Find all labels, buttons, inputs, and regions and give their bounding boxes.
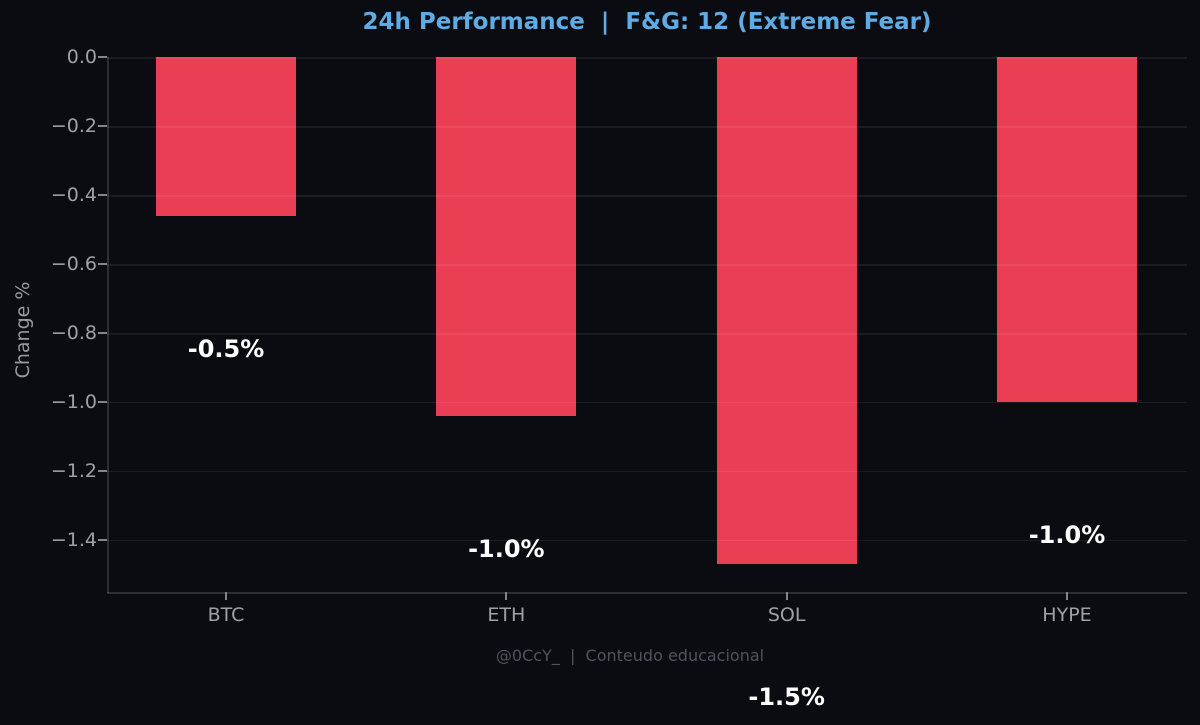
x-tick-mark <box>1065 592 1068 600</box>
gridline <box>107 333 1187 335</box>
x-tick-label-btc: BTC <box>207 604 245 626</box>
x-tick-mark <box>505 592 508 600</box>
bar-value-label-eth: -1.0% <box>468 534 545 563</box>
y-tick-label: −0.8 <box>50 321 97 344</box>
bar-value-label-btc: -0.5% <box>187 334 265 363</box>
x-tick-label-hype: HYPE <box>1042 604 1092 626</box>
bar-hype <box>996 57 1137 402</box>
plot-area <box>107 57 1187 592</box>
y-tick-mark <box>98 331 107 334</box>
watermark-text: @0CcY_ | Conteudo educacional <box>495 646 765 665</box>
bar-eth <box>436 57 577 416</box>
y-tick-mark <box>98 193 107 196</box>
y-tick-label: −1.0 <box>50 390 97 413</box>
bar-sol <box>716 57 857 565</box>
bar-value-label-hype: -1.0% <box>1028 520 1106 549</box>
bar-btc <box>156 57 296 216</box>
x-tick-mark <box>785 592 788 600</box>
y-tick-label: −1.2 <box>50 459 97 482</box>
y-tick-mark <box>98 56 107 58</box>
gridline <box>107 57 1187 59</box>
gridline <box>107 470 1187 473</box>
y-tick-label: −0.4 <box>50 183 97 206</box>
y-tick-label: −0.2 <box>50 114 97 137</box>
x-axis-spine <box>107 592 1187 594</box>
x-tick-label-sol: SOL <box>767 604 806 626</box>
y-tick-mark <box>98 400 107 403</box>
y-tick-label: −1.4 <box>50 528 97 551</box>
x-tick-label-eth: ETH <box>487 604 526 626</box>
chart-title: 24h Performance | F&G: 12 (Extreme Fear) <box>362 9 932 35</box>
gridline <box>107 264 1187 266</box>
bar-value-label-sol: -1.5% <box>748 683 825 712</box>
y-axis-spine <box>107 57 109 593</box>
y-tick-label: 0.0 <box>66 46 97 68</box>
y-tick-mark <box>98 469 107 472</box>
y-tick-mark <box>98 124 107 127</box>
gridline <box>107 195 1187 197</box>
y-tick-mark <box>98 538 107 541</box>
x-tick-mark <box>225 592 227 600</box>
gridline <box>107 401 1187 404</box>
y-tick-label: −0.6 <box>50 252 97 275</box>
gridline <box>107 539 1187 542</box>
y-tick-mark <box>98 262 107 265</box>
gridline <box>107 126 1187 128</box>
